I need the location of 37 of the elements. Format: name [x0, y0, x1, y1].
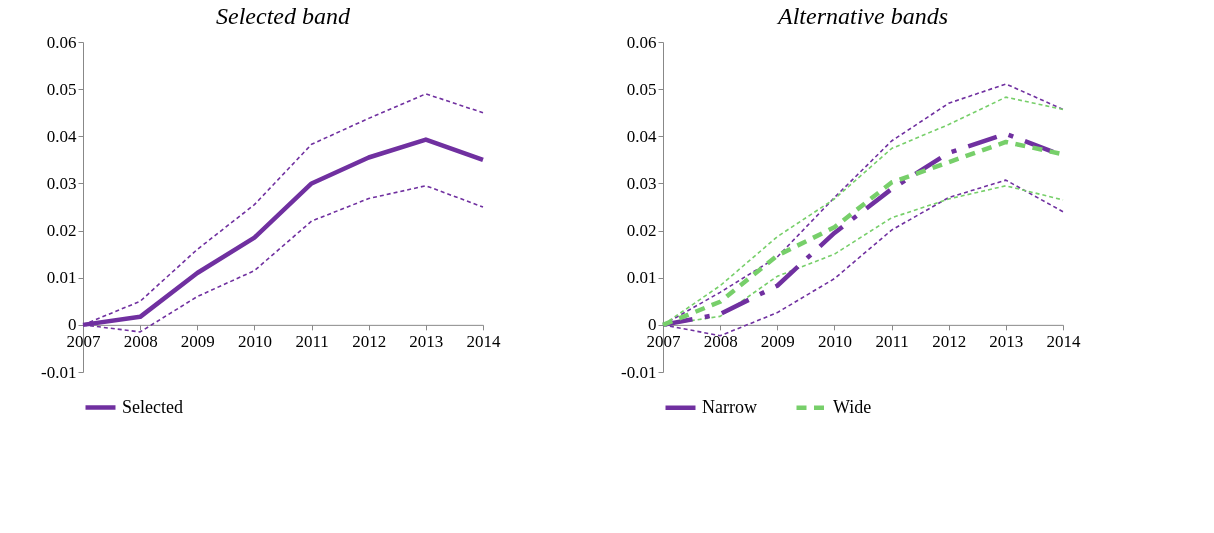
y-tick-label: 0.03 — [626, 173, 657, 193]
x-tick-label: 2010 — [817, 332, 852, 352]
x-tick-label: 2008 — [123, 332, 158, 352]
y-tick-label: 0.05 — [626, 79, 657, 99]
x-tick-label: 2010 — [237, 332, 272, 352]
x-tick-label: 2013 — [409, 332, 444, 352]
x-tick-label: 2012 — [932, 332, 967, 352]
x-tick-label: 2007 — [66, 332, 101, 352]
legend-label: Wide — [833, 396, 872, 417]
y-tick-label: 0.05 — [46, 79, 77, 99]
y-tick-label: 0 — [648, 315, 657, 335]
x-tick-label: 2012 — [352, 332, 387, 352]
legend-label: Narrow — [702, 396, 757, 417]
x-tick-label: 2009 — [760, 332, 795, 352]
x-tick-label: 2008 — [703, 332, 738, 352]
chart-title: Alternative bands — [776, 3, 948, 29]
y-tick-label: 0.04 — [626, 126, 657, 146]
y-tick-label: 0.02 — [626, 221, 657, 241]
x-tick-label: 2014 — [466, 332, 501, 352]
x-tick-label: 2011 — [295, 332, 329, 352]
y-tick-label: 0 — [68, 315, 77, 335]
y-tick-label: 0.06 — [626, 32, 657, 52]
x-tick-label: 2009 — [180, 332, 215, 352]
x-tick-label: 2007 — [646, 332, 681, 352]
y-tick-label: 0.02 — [46, 221, 77, 241]
y-tick-label: 0.03 — [46, 173, 77, 193]
y-tick-label: 0.06 — [46, 32, 77, 52]
y-tick-label: -0.01 — [41, 362, 77, 382]
x-tick-label: 2013 — [989, 332, 1024, 352]
y-tick-label: 0.01 — [46, 268, 77, 288]
legend-label: Selected — [122, 396, 183, 417]
y-tick-label: -0.01 — [621, 362, 657, 382]
x-tick-label: 2011 — [875, 332, 909, 352]
x-tick-label: 2014 — [1046, 332, 1081, 352]
y-tick-label: 0.04 — [46, 126, 77, 146]
chart-title: Selected band — [216, 3, 351, 29]
y-tick-label: 0.01 — [626, 268, 657, 288]
